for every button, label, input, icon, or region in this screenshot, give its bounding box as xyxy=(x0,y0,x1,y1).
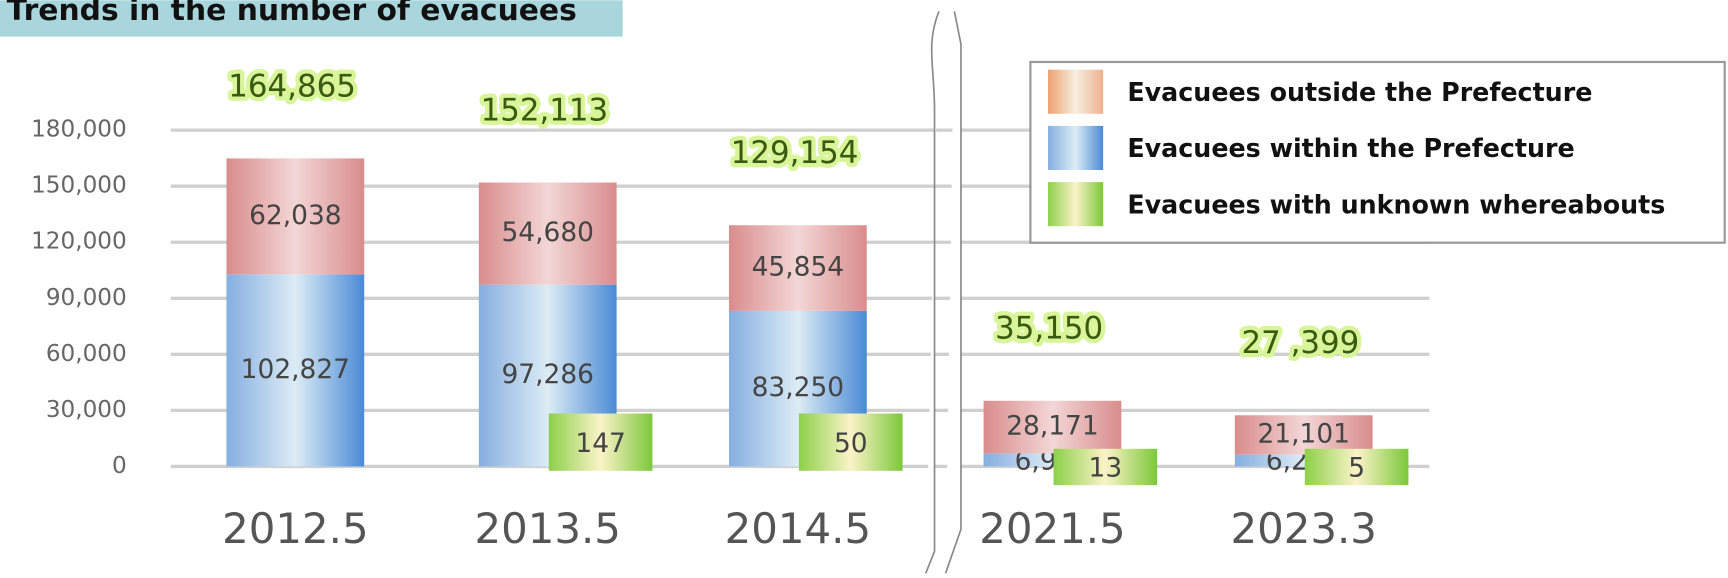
data-label: 147 xyxy=(575,428,625,459)
bar-segment xyxy=(983,400,1122,454)
x-tick-label: 2023.3 xyxy=(1230,504,1376,553)
bar-segment xyxy=(1234,415,1373,455)
y-tick-label: 30,000 xyxy=(46,397,127,423)
total-label: 35,150 xyxy=(995,311,1103,347)
y-tick-label: 0 xyxy=(112,453,127,479)
data-label: 97,286 xyxy=(501,359,594,390)
data-label: 45,854 xyxy=(752,252,845,283)
y-tick-label: 60,000 xyxy=(46,341,127,367)
total-label: 129,154 xyxy=(731,135,859,171)
y-tick-label: 150,000 xyxy=(31,173,127,199)
data-label: 83,250 xyxy=(752,372,845,403)
total-label: 152,113 xyxy=(481,92,609,128)
legend-label: Evacuees outside the Prefecture xyxy=(1127,77,1592,107)
data-label: 5 xyxy=(1348,453,1365,484)
bar-segment xyxy=(729,225,867,311)
legend-swatch xyxy=(1048,69,1104,114)
legend-label: Evacuees within the Prefecture xyxy=(1127,133,1574,163)
x-tick-label: 2012.5 xyxy=(222,504,368,553)
unknown-tile xyxy=(1304,448,1409,486)
x-tick-label: 2021.5 xyxy=(979,504,1125,553)
bar-segment xyxy=(226,158,365,275)
data-label: 102,827 xyxy=(241,354,350,385)
y-tick-label: 90,000 xyxy=(46,285,127,311)
chart-title: Trends in the number of evacuees xyxy=(7,0,577,28)
y-tick-label: 180,000 xyxy=(31,117,127,143)
legend-swatch xyxy=(1048,182,1104,227)
total-label: 27 ,399 xyxy=(1242,325,1360,361)
unknown-tile xyxy=(798,413,903,471)
legend-swatch xyxy=(1048,125,1104,170)
axis-break xyxy=(924,10,962,574)
x-tick-label: 2014.5 xyxy=(725,504,871,553)
data-label: 13 xyxy=(1089,453,1123,484)
bar-segment xyxy=(478,182,617,285)
bar-segment xyxy=(226,274,365,467)
total-label: 164,865 xyxy=(228,68,356,104)
data-label: 28,171 xyxy=(1006,411,1099,442)
bar-segment xyxy=(1234,454,1373,467)
unknown-tile xyxy=(1053,448,1158,486)
legend-label: Evacuees with unknown whereabouts xyxy=(1127,189,1665,219)
data-label: 62,038 xyxy=(249,200,342,231)
y-tick-label: 120,000 xyxy=(31,229,127,255)
legend-box xyxy=(1029,60,1726,244)
unknown-tile xyxy=(548,413,653,471)
x-tick-label: 2013.5 xyxy=(474,504,620,553)
data-label: 50 xyxy=(834,428,868,459)
data-label: 21,101 xyxy=(1257,418,1350,449)
data-label: 54,680 xyxy=(501,217,594,248)
title-box xyxy=(0,0,623,37)
